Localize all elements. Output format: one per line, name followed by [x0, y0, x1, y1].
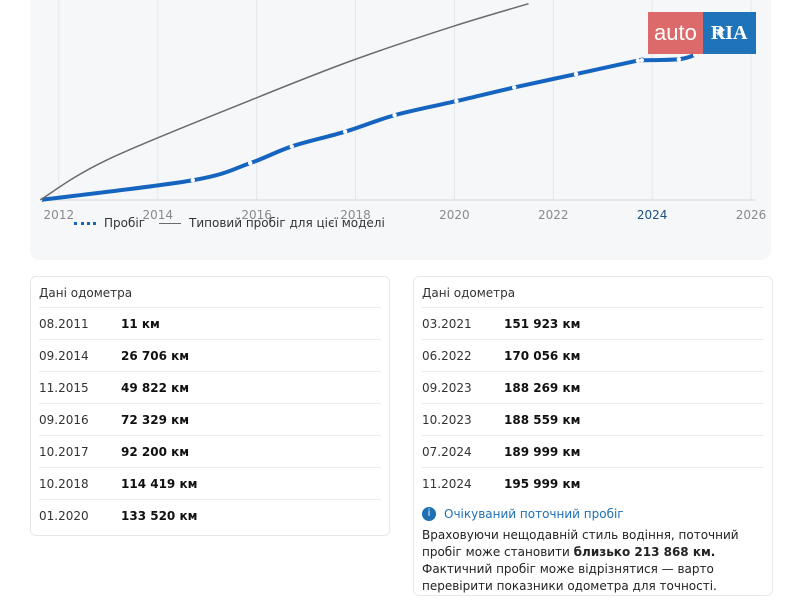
- mileage-point[interactable]: [342, 129, 348, 134]
- mileage-point[interactable]: [392, 113, 397, 118]
- odometer-row: 08.2011 11 км: [39, 307, 381, 339]
- x-tick-label: 2022: [538, 208, 569, 222]
- typical-mileage-line: [39, 2, 529, 201]
- x-tick-label: 2020: [439, 208, 470, 222]
- legend-item-mileage[interactable]: Пробіг: [74, 216, 145, 230]
- odometer-row: 03.2021 151 923 км: [422, 307, 764, 339]
- odometer-row: 10.2018 114 419 км: [39, 467, 381, 499]
- x-tick-label: 2026: [736, 208, 767, 222]
- odometer-row: 09.2014 26 706 км: [39, 339, 381, 371]
- odometer-km: 133 520 км: [121, 508, 198, 523]
- legend-typical-label: Типовий пробіг для цієї моделі: [189, 216, 385, 230]
- expected-mileage-title-text: Очікуваний поточний пробіг: [444, 507, 624, 521]
- odometer-row: 09.2016 72 329 км: [39, 403, 381, 435]
- mileage-series-line: [38, 52, 698, 202]
- chart-legend: Пробіг Типовий пробіг для цієї моделі: [74, 216, 399, 230]
- expected-mileage-text: Враховуючи нещодавній стиль водіння, пот…: [422, 527, 764, 595]
- mileage-point[interactable]: [512, 85, 517, 90]
- x-tick-label: 2014: [142, 208, 173, 222]
- mileage-point[interactable]: [676, 57, 682, 62]
- odometer-panel-right: Дані одометра 03.2021 151 923 км 06.2022 17…: [413, 276, 773, 596]
- logo-ria-label: RIA: [710, 22, 748, 44]
- mileage-point[interactable]: [454, 98, 459, 104]
- mileage-point[interactable]: [190, 178, 196, 183]
- mileage-point[interactable]: [573, 71, 579, 77]
- odometer-date: 10.2023: [422, 412, 472, 427]
- odometer-date: 11.2015: [39, 380, 89, 395]
- odometer-km: 114 419 км: [121, 476, 198, 491]
- odometer-km: 188 269 км: [504, 380, 581, 395]
- x-tick-label: 2016: [241, 208, 272, 222]
- expected-text-before: Враховуючи нещодавній стиль водіння, пот…: [422, 528, 739, 559]
- mileage-point[interactable]: [635, 58, 641, 63]
- odometer-km: 195 999 км: [504, 476, 581, 491]
- odometer-date: 10.2017: [39, 444, 89, 459]
- odometer-row: 10.2017 92 200 км: [39, 435, 381, 467]
- logo-ria-text: ★ RIA: [702, 12, 756, 54]
- logo-auto-text: auto: [648, 12, 703, 54]
- legend-typical-swatch: [159, 222, 182, 224]
- odometer-row: 10.2023 188 559 км: [422, 403, 764, 435]
- odometer-title: Дані одометра: [422, 286, 516, 300]
- odometer-date: 09.2016: [39, 412, 89, 427]
- info-icon: i: [422, 507, 436, 521]
- odometer-km: 11 км: [121, 316, 160, 331]
- odometer-row: 07.2024 189 999 км: [422, 435, 764, 467]
- odometer-km: 49 822 км: [121, 380, 190, 395]
- odometer-km: 188 559 км: [504, 412, 581, 427]
- odometer-date: 06.2022: [422, 348, 472, 363]
- mileage-chart: 2012 2014 2016 2018 2020 2022 2024 2026: [37, 0, 767, 222]
- odometer-title: Дані одометра: [39, 286, 133, 300]
- legend-mileage-label: Пробіг: [104, 216, 146, 230]
- odometer-km: 151 923 км: [504, 316, 581, 331]
- legend-mileage-swatch: [74, 221, 96, 225]
- odometer-date: 01.2020: [39, 508, 89, 523]
- expected-mileage-title[interactable]: i Очікуваний поточний пробіг: [422, 507, 764, 521]
- mileage-point[interactable]: [247, 160, 253, 166]
- odometer-date: 03.2021: [422, 316, 472, 331]
- odometer-row: 06.2022 170 056 км: [422, 339, 764, 371]
- odometer-km: 26 706 км: [121, 348, 190, 363]
- odometer-km: 72 329 км: [121, 412, 190, 427]
- odometer-row: 11.2024 195 999 км: [422, 467, 764, 499]
- mileage-point[interactable]: [639, 58, 644, 63]
- expected-text-bold: близько 213 868 км.: [573, 545, 716, 559]
- odometer-date: 10.2018: [39, 476, 89, 491]
- x-tick-label: 2018: [340, 208, 371, 222]
- odometer-row: 09.2023 188 269 км: [422, 371, 764, 403]
- odometer-km: 189 999 км: [504, 444, 581, 459]
- autoria-logo: auto ★ RIA: [648, 12, 756, 54]
- odometer-km: 92 200 км: [121, 444, 190, 459]
- odometer-date: 08.2011: [39, 316, 89, 331]
- odometer-date: 07.2024: [422, 444, 472, 459]
- expected-text-after: Фактичний пробіг може відрізнятися — вар…: [422, 562, 717, 593]
- odometer-date: 09.2023: [422, 380, 472, 395]
- star-icon: ★: [714, 24, 726, 38]
- legend-item-typical[interactable]: Типовий пробіг для цієї моделі: [159, 216, 385, 230]
- odometer-row: 01.2020 133 520 км: [39, 499, 381, 531]
- odometer-row: 11.2015 49 822 км: [39, 371, 381, 403]
- mileage-chart-card: 2012 2014 2016 2018 2020 2022 2024 2026 Пробіг …: [30, 0, 771, 260]
- odometer-panel-left: Дані одометра 08.2011 11 км 09.2014 26 706 …: [30, 276, 390, 536]
- odometer-date: 09.2014: [39, 348, 89, 363]
- x-tick-label: 2024: [637, 208, 668, 222]
- odometer-date: 11.2024: [422, 476, 472, 491]
- mileage-point[interactable]: [289, 144, 294, 149]
- odometer-km: 170 056 км: [504, 348, 581, 363]
- expected-mileage-block: i Очікуваний поточний пробіг Враховуючи …: [414, 499, 772, 595]
- x-tick-label: 2012: [44, 208, 75, 222]
